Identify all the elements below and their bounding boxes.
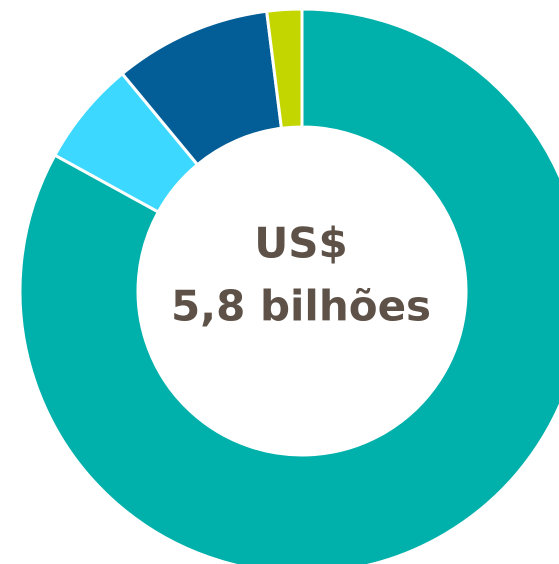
donut-slice xyxy=(18,7,559,564)
donut-slice xyxy=(264,7,304,130)
center-label: 5,8 bilhões xyxy=(171,282,431,331)
center-label: US$ xyxy=(254,219,348,268)
